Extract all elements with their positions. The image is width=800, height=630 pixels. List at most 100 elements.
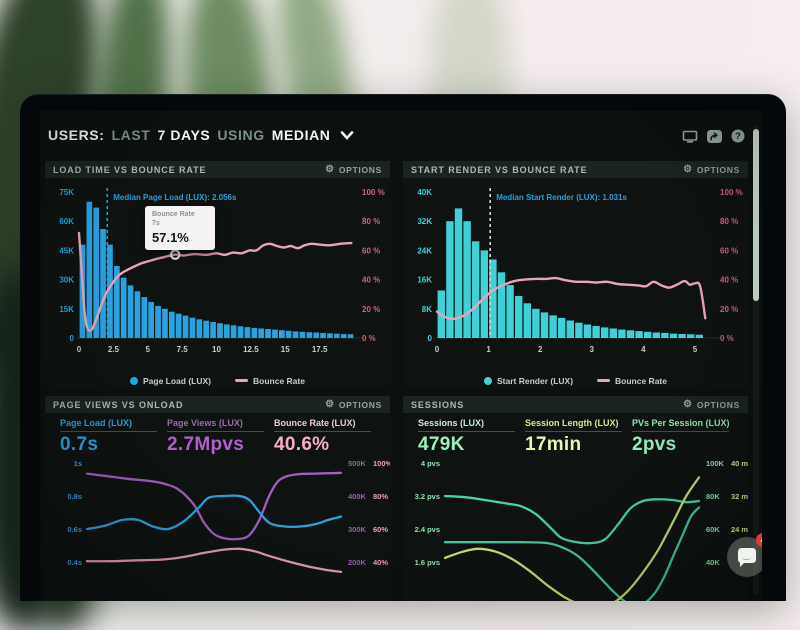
metric-value: 0.7s — [60, 434, 99, 455]
svg-text:5: 5 — [146, 345, 151, 354]
chart-legend: Start Render (LUX) Bounce Rate — [403, 374, 748, 387]
panel-load-time-vs-bounce-rate: LOAD TIME VS BOUNCE RATE ⚙ OPTIONS 75K 60… — [45, 161, 390, 387]
svg-text:0.4s: 0.4s — [67, 558, 82, 567]
chart-legend: Page Load (LUX) Bounce Rate — [45, 374, 390, 387]
laptop: USERS: LAST 7 DAYS USING MEDIAN ? — [20, 94, 786, 601]
metric-divider — [632, 431, 729, 432]
header-icon-group: ? — [682, 129, 745, 143]
metric-page-views: Page Views (LUX) 2.7Mpvs — [167, 418, 267, 455]
chat-button[interactable]: 4 — [727, 533, 762, 577]
options-label: OPTIONS — [338, 399, 382, 410]
legend-line-icon — [597, 379, 611, 382]
metric-session-length: Session Length (LUX) 17min — [525, 418, 625, 455]
sessions-chart[interactable]: 4 pvs 3.2 pvs 2.4 pvs 1.6 pvs 100K 80K 60K 40K 4… — [403, 453, 748, 601]
svg-text:60K: 60K — [59, 217, 74, 226]
svg-text:17.5: 17.5 — [312, 345, 328, 354]
options-button[interactable]: ⚙ OPTIONS — [325, 398, 382, 410]
metric-divider — [525, 431, 622, 432]
svg-text:2.4 pvs: 2.4 pvs — [415, 525, 440, 534]
svg-text:60%: 60% — [373, 525, 388, 534]
svg-text:40K: 40K — [417, 188, 432, 197]
chat-bubble-icon — [738, 548, 756, 567]
panel-title: SESSIONS — [411, 399, 465, 410]
svg-text:100 %: 100 % — [362, 188, 385, 197]
header-text: 7 DAYS — [157, 127, 211, 143]
panel-title: START RENDER VS BOUNCE RATE — [411, 164, 588, 175]
timeframe-dropdown[interactable]: USERS: LAST 7 DAYS USING MEDIAN — [48, 127, 354, 143]
gear-icon: ⚙ — [325, 398, 335, 410]
metric-value: 2pvs — [632, 434, 677, 455]
svg-text:0 %: 0 % — [720, 334, 734, 343]
svg-text:0: 0 — [70, 334, 75, 343]
panel-sessions: SESSIONS ⚙ OPTIONS Sessions (LUX) 479K S… — [403, 396, 748, 601]
svg-text:75K: 75K — [59, 188, 74, 197]
scrollbar-track[interactable] — [753, 125, 759, 595]
page-views-vs-onload-chart[interactable]: 1s 0.8s 0.6s 0.4s 500K 400K 300K 200K 100% 80% 60%… — [45, 453, 390, 601]
svg-text:200K: 200K — [348, 558, 367, 567]
svg-text:8K: 8K — [422, 305, 432, 314]
help-icon[interactable]: ? — [731, 129, 745, 143]
panel-title: PAGE VIEWS VS ONLOAD — [53, 399, 184, 410]
legend-label: Bounce Rate — [615, 375, 667, 386]
svg-text:40K: 40K — [706, 558, 720, 567]
metric-sessions: Sessions (LUX) 479K — [418, 418, 518, 455]
scrollbar-thumb[interactable] — [753, 129, 759, 301]
dashboard-grid: LOAD TIME VS BOUNCE RATE ⚙ OPTIONS 75K 60… — [45, 161, 748, 601]
svg-text:0: 0 — [77, 345, 82, 354]
legend-label: Page Load (LUX) — [143, 375, 212, 386]
legend-label: Bounce Rate — [253, 375, 305, 386]
svg-text:30K: 30K — [59, 276, 74, 285]
gear-icon: ⚙ — [325, 163, 335, 175]
svg-text:500K: 500K — [348, 459, 367, 468]
metric-label: Session Length (LUX) — [525, 418, 619, 428]
metric-bounce-rate: Bounce Rate (LUX) 40.6% — [274, 418, 374, 455]
metric-value: 17min — [525, 434, 582, 455]
load-time-vs-bounce-chart[interactable]: 75K 60K 45K 30K 15K 0 100 % 80 % 60 % 40 % 20 % 0 %… — [45, 178, 390, 374]
metric-divider — [418, 431, 515, 432]
svg-text:Median Page Load (LUX): 2.056s: Median Page Load (LUX): 2.056s — [113, 193, 237, 202]
svg-text:20 %: 20 % — [362, 305, 380, 314]
metric-label: Page Load (LUX) — [60, 418, 133, 428]
dashboard-screen: USERS: LAST 7 DAYS USING MEDIAN ? — [40, 111, 762, 601]
notification-badge: 4 — [756, 533, 762, 547]
svg-text:45K: 45K — [59, 246, 74, 255]
legend-dot-icon — [483, 376, 492, 385]
svg-text:24K: 24K — [417, 246, 432, 255]
panel-header: SESSIONS ⚙ OPTIONS — [403, 396, 748, 413]
svg-text:4: 4 — [641, 345, 646, 354]
monitor-icon[interactable] — [682, 130, 698, 143]
metric-value: 40.6% — [274, 434, 330, 455]
svg-text:80K: 80K — [706, 492, 720, 501]
metric-label: PVs Per Session (LUX) — [632, 418, 730, 428]
gear-icon: ⚙ — [683, 163, 693, 175]
metric-page-load: Page Load (LUX) 0.7s — [60, 418, 160, 455]
start-render-vs-bounce-chart[interactable]: 40K 32K 24K 16K 8K 0 100 % 80 % 60 % 40 % 20 % 0 % 0… — [403, 178, 748, 374]
legend-item: Bounce Rate — [235, 376, 305, 386]
metric-value: 479K — [418, 434, 465, 455]
options-button[interactable]: ⚙ OPTIONS — [325, 163, 382, 175]
panel-header: PAGE VIEWS VS ONLOAD ⚙ OPTIONS — [45, 396, 390, 413]
metric-divider — [167, 431, 264, 432]
svg-text:?: ? — [735, 131, 741, 142]
share-icon[interactable] — [707, 129, 722, 143]
options-button[interactable]: ⚙ OPTIONS — [683, 398, 740, 410]
header-text: USERS: — [48, 127, 105, 143]
svg-text:100%: 100% — [373, 459, 390, 468]
svg-text:0 %: 0 % — [362, 334, 376, 343]
svg-text:16K: 16K — [417, 276, 432, 285]
svg-text:Median Start Render (LUX): 1.0: Median Start Render (LUX): 1.031s — [496, 193, 627, 202]
gear-icon: ⚙ — [683, 398, 693, 410]
svg-text:40%: 40% — [373, 558, 388, 567]
options-label: OPTIONS — [338, 164, 382, 175]
metric-divider — [274, 431, 371, 432]
header-text: USING — [217, 127, 265, 143]
metric-label: Page Views (LUX) — [167, 418, 243, 428]
svg-text:5: 5 — [693, 345, 698, 354]
svg-text:40 %: 40 % — [720, 276, 738, 285]
options-button[interactable]: ⚙ OPTIONS — [683, 163, 740, 175]
legend-item: Page Load (LUX) — [130, 376, 211, 386]
svg-text:32 min: 32 min — [731, 492, 748, 501]
svg-text:3: 3 — [590, 345, 595, 354]
metric-label: Bounce Rate (LUX) — [274, 418, 356, 428]
svg-text:4 pvs: 4 pvs — [421, 459, 440, 468]
